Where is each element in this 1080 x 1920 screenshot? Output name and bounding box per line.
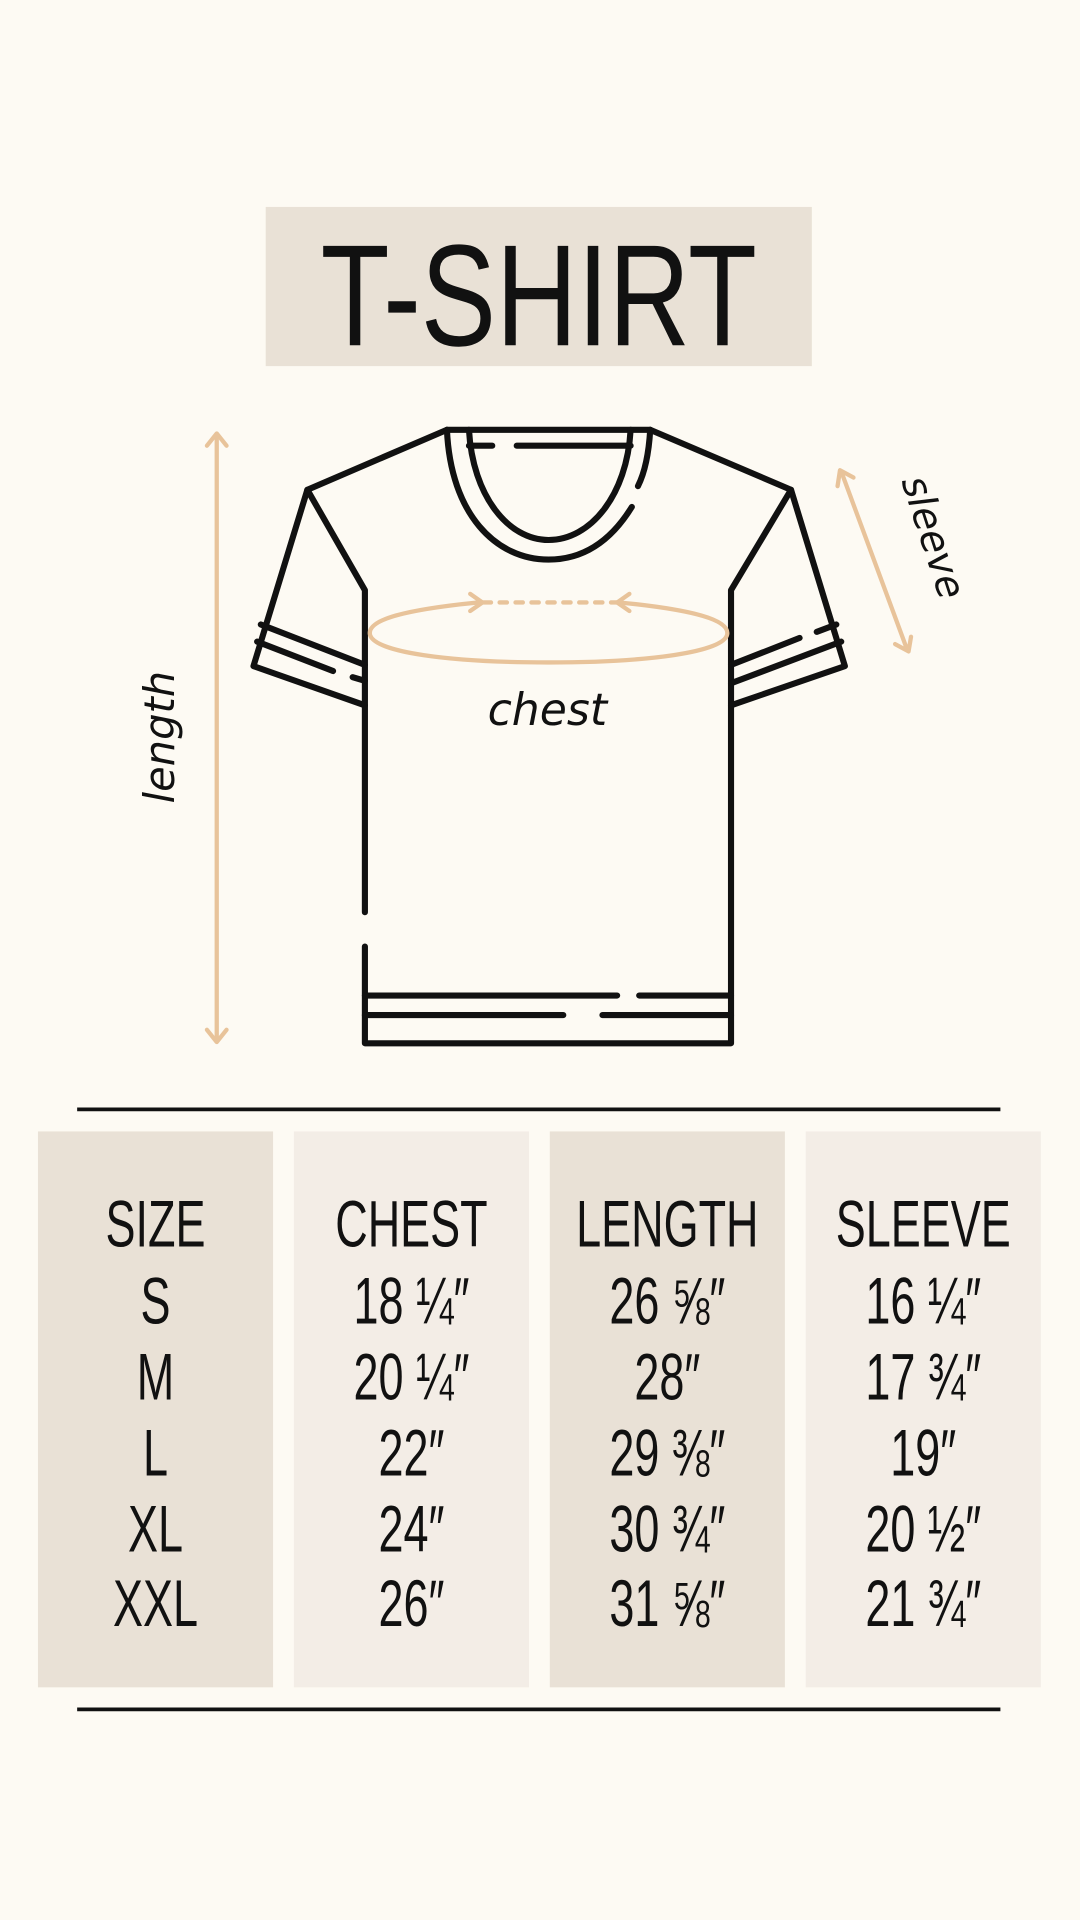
table-cell: L <box>143 1416 168 1490</box>
table-cell: 24″ <box>378 1492 444 1566</box>
chest-label: chest <box>488 685 609 736</box>
table-cell: 26″ <box>378 1566 444 1640</box>
column-header: CHEST <box>335 1187 487 1261</box>
table-cell: 29 ⅜″ <box>609 1416 725 1490</box>
table-cell: 19″ <box>890 1416 956 1490</box>
length-label: length <box>135 671 184 804</box>
table-cell: 21 ¾″ <box>865 1566 981 1640</box>
table-cell: 31 ⅝″ <box>609 1566 725 1640</box>
title-box <box>265 206 812 367</box>
page-title: T-SHIRT <box>321 216 757 377</box>
table-cell: M <box>137 1340 174 1414</box>
table-cell: 16 ¼″ <box>865 1264 981 1338</box>
column-header: LENGTH <box>576 1187 758 1261</box>
sleeve-arrow-icon <box>835 468 914 654</box>
table-cell: 26 ⅝″ <box>609 1264 725 1338</box>
table-cell: 18 ¼″ <box>353 1264 469 1338</box>
table-cell: 28″ <box>634 1340 700 1414</box>
table-cell: XL <box>128 1492 183 1566</box>
table-cell: 17 ¾″ <box>865 1340 981 1414</box>
column-background <box>293 1131 529 1688</box>
length-arrow-icon <box>204 431 229 1045</box>
t-shirt-outline-icon <box>250 426 848 1047</box>
column-header: SIZE <box>106 1187 206 1261</box>
table-cell: 20 ¼″ <box>353 1340 469 1414</box>
column-background <box>37 1131 274 1688</box>
table-cell: 30 ¾″ <box>609 1492 725 1566</box>
column-background <box>549 1131 785 1688</box>
column-header: SLEEVE <box>836 1187 1011 1261</box>
table-cell: 22″ <box>378 1416 444 1490</box>
table-cell: S <box>141 1264 171 1338</box>
chest-measure-icon <box>367 591 730 665</box>
table-cell: XXL <box>113 1566 198 1640</box>
column-background <box>805 1131 1041 1688</box>
table-cell: 20 ½″ <box>865 1492 981 1566</box>
